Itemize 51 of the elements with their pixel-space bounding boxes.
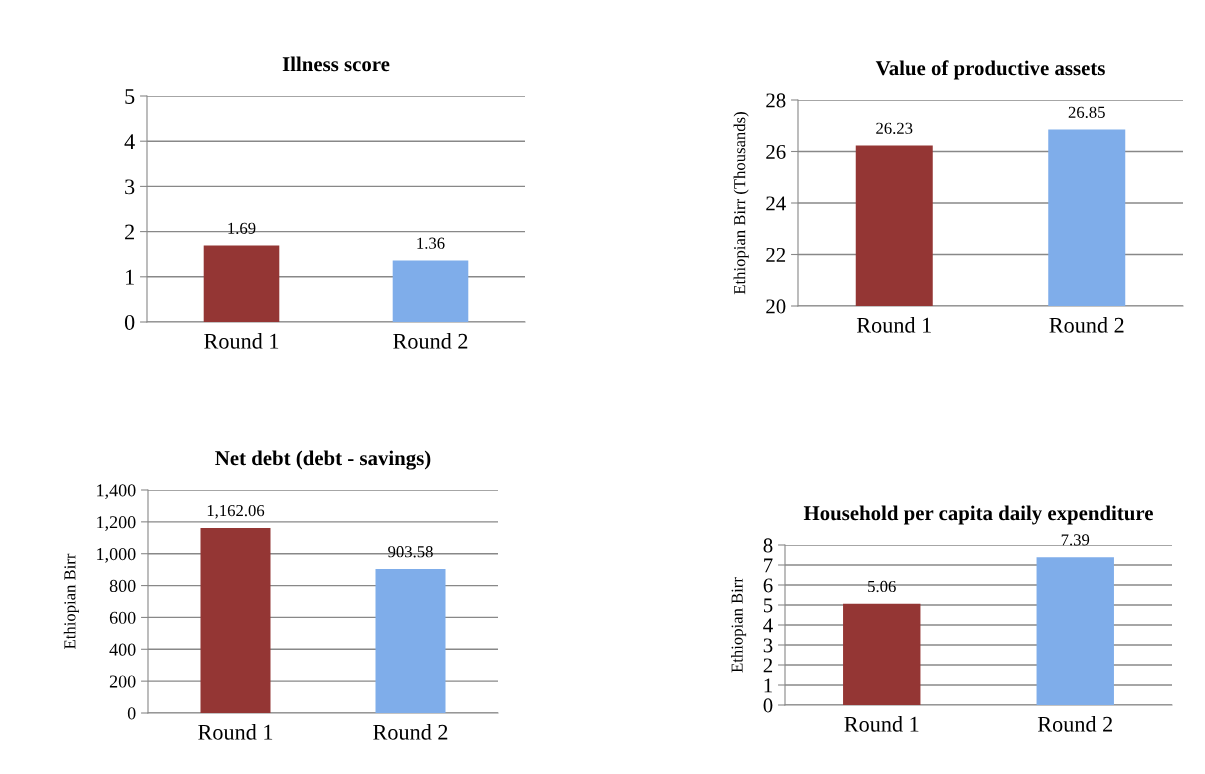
y-tick-label: 800: [109, 579, 136, 593]
y-axis-title: Ethiopian Birr: [63, 553, 79, 649]
data-label: 26.85: [1068, 106, 1105, 118]
y-tick-label: 28: [766, 93, 786, 108]
y-tick-label: 22: [766, 247, 786, 262]
y-tick-label: 7: [764, 558, 773, 573]
x-tick-label: Round 2: [393, 333, 468, 349]
y-tick-label: 3: [763, 638, 773, 653]
y-tick-label: 6: [763, 578, 773, 593]
x-tick-label: Round 2: [373, 724, 448, 740]
y-tick-label: 1: [764, 678, 772, 693]
x-tick-label: Round 1: [856, 317, 931, 333]
data-label: 26.23: [876, 122, 913, 134]
y-tick-label: 2: [125, 224, 134, 240]
chart-title: Net debt (debt - savings): [215, 450, 431, 470]
y-tick-label: 0: [124, 314, 135, 330]
x-tick-label: Round 1: [204, 333, 279, 349]
data-label: 1.36: [417, 237, 445, 249]
chart-title: Value of productive assets: [875, 60, 1105, 80]
y-tick-label: 4: [763, 618, 773, 633]
data-label: 7.39: [1061, 534, 1090, 546]
y-tick-label: 8: [763, 538, 773, 553]
data-label: 903.58: [388, 546, 433, 558]
y-tick-label: 3: [125, 179, 135, 195]
chart-title: Illness score: [282, 56, 390, 72]
y-tick-label: 26: [766, 144, 786, 159]
y-tick-label: 4: [124, 134, 135, 149]
y-tick-label: 0: [127, 707, 136, 720]
y-tick-label: 400: [109, 643, 136, 656]
data-label: 5.06: [868, 580, 896, 593]
y-tick-label: 1,400: [97, 484, 136, 500]
y-axis-title: Ethiopian Birr (Thousands): [733, 112, 749, 295]
chart-title: Household per capita daily expenditure: [803, 505, 1153, 525]
y-tick-label: 2: [763, 658, 773, 673]
y-axis-title: Ethiopian Birr: [731, 577, 747, 673]
y-tick-label: 20: [766, 299, 786, 314]
y-tick-label: 200: [109, 675, 136, 688]
y-tick-label: 1,000: [97, 547, 136, 563]
x-tick-label: Round 1: [198, 724, 273, 740]
y-tick-label: 5: [763, 598, 773, 613]
y-tick-label: 600: [109, 611, 136, 624]
data-label: 1.69: [228, 222, 256, 234]
y-tick-label: 5: [125, 89, 135, 104]
y-tick-label: 1,200: [97, 516, 136, 531]
y-tick-label: 24: [766, 196, 786, 211]
x-tick-label: Round 2: [1049, 317, 1124, 333]
x-tick-label: Round 1: [844, 716, 919, 732]
x-tick-label: Round 2: [1037, 716, 1112, 732]
y-tick-label: 0: [763, 698, 773, 713]
y-tick-label: 1: [126, 269, 134, 285]
data-label: 1,162.06: [207, 504, 265, 519]
